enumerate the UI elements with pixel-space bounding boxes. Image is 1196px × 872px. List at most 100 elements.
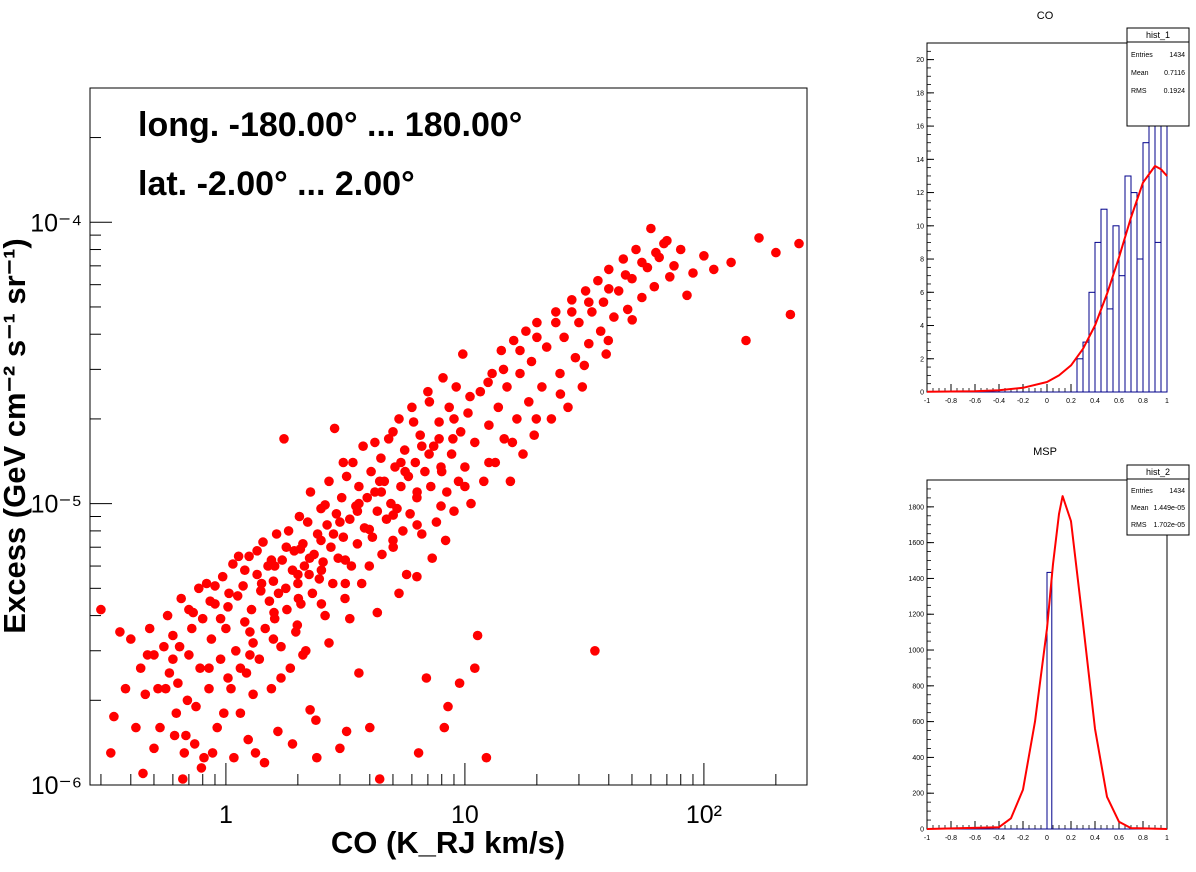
scatter-point <box>771 247 781 258</box>
scatter-point <box>601 349 611 359</box>
scatter-point <box>595 326 606 337</box>
scatter-point <box>201 578 212 589</box>
scatter-point <box>496 345 507 356</box>
x-axis-title: CO (K_RJ km/s) <box>331 825 565 860</box>
scatter-point <box>428 441 439 452</box>
y-tick-label: 800 <box>912 683 924 690</box>
co-stats-rms-value: 0.1924 <box>1164 88 1186 95</box>
scatter-point <box>613 286 624 296</box>
scatter-point <box>458 349 468 359</box>
scatter-point <box>442 487 452 497</box>
scatter-point <box>699 251 709 261</box>
y-tick-label: 6 <box>920 290 924 297</box>
x-tick-label: -0.4 <box>993 835 1005 842</box>
scatter-point <box>195 663 205 673</box>
x-tick-label: 0 <box>1045 398 1049 405</box>
x-tick-label: -0.6 <box>969 835 981 842</box>
scatter-point <box>662 235 672 246</box>
msp-histogram-title: MSP <box>1033 446 1057 458</box>
y-tick-label: 1600 <box>908 540 924 547</box>
scatter-point <box>217 571 228 582</box>
scatter-point <box>526 356 537 367</box>
scatter-point <box>505 476 516 487</box>
co-stats-entries-value: 1434 <box>1169 52 1185 59</box>
co-stats-box: hist_1 Entries 1434 Mean 0.7116 RMS 0.19… <box>1126 27 1190 127</box>
scatter-point <box>336 492 347 503</box>
scatter-point <box>264 596 275 606</box>
y-tick-label: 8 <box>920 257 924 264</box>
co-histogram-ticks: -1 -0.8 -0.6 -0.4 -0.2 0 0.2 0.4 0.6 0.8 102468101… <box>916 42 1169 405</box>
scatter-point <box>388 535 398 546</box>
scatter-point <box>210 581 220 591</box>
histogram-bin <box>1118 275 1126 393</box>
scatter-point <box>281 542 292 552</box>
scatter-point <box>481 752 492 763</box>
scatter-point <box>410 457 421 468</box>
co-histogram-title: CO <box>1037 10 1054 22</box>
scatter-point <box>238 581 248 591</box>
scatter-point <box>449 414 459 424</box>
scatter-point <box>268 576 279 586</box>
scatter-point <box>252 569 262 580</box>
scatter-point <box>377 549 387 560</box>
scatter-point <box>223 673 233 683</box>
scatter-point <box>374 476 385 487</box>
scatter-point <box>440 535 451 546</box>
y-tick-label: 0 <box>920 827 924 834</box>
scatter-point <box>622 304 633 315</box>
scatter-point <box>537 382 547 392</box>
scatter-point <box>460 481 470 492</box>
scatter-point <box>741 335 751 346</box>
msp-stats-frame <box>1126 464 1190 536</box>
scatter-point <box>181 730 191 741</box>
co-stats-mean-label: Mean <box>1131 70 1149 77</box>
co-stats-entries-label: Entries <box>1131 52 1153 59</box>
scatter-point <box>228 559 238 569</box>
scatter-point <box>484 420 494 431</box>
scatter-point <box>204 663 214 673</box>
scatter-point <box>649 281 660 292</box>
scatter-point <box>248 689 258 700</box>
x-tick-label: 0.6 <box>1114 398 1124 405</box>
scatter-point <box>219 708 229 718</box>
scatter-point <box>345 514 355 524</box>
msp-stats-name: hist_2 <box>1146 467 1170 477</box>
histogram-bin <box>1124 175 1132 393</box>
y-tick-label: 0 <box>920 390 924 397</box>
scatter-point <box>115 627 125 637</box>
scatter-point <box>279 434 289 444</box>
histogram-bin <box>1136 258 1144 393</box>
scatter-point <box>299 561 310 571</box>
scatter-point <box>169 730 180 741</box>
scatter-point <box>367 532 378 542</box>
scatter-point <box>590 646 600 656</box>
scatter-point <box>559 332 569 343</box>
scatter-point <box>580 286 591 296</box>
msp-histogram-panel: MSP -1 -0.8 -0.6 -0.4 -0.2 0 0.2 0.4 0.6 0.8 1 0 200… <box>908 446 1190 842</box>
scatter-point <box>451 382 462 392</box>
scatter-point <box>584 338 594 349</box>
scatter-point <box>551 317 561 328</box>
scatter-point <box>142 650 153 660</box>
scatter-point <box>365 722 375 733</box>
scatter-point <box>688 268 698 278</box>
msp-histogram-ticks: -1 -0.8 -0.6 -0.4 -0.2 0 0.2 0.4 0.6 0.8 1 0 200 400 6… <box>908 479 1169 842</box>
scatter-point <box>231 646 241 656</box>
co-stats-mean-value: 0.7116 <box>1164 70 1185 77</box>
scatter-point <box>541 342 552 352</box>
scatter-point <box>224 588 234 599</box>
scatter-point <box>529 430 539 441</box>
scatter-point <box>531 414 542 424</box>
scatter-point <box>328 529 339 539</box>
msp-stats-mean-value: 1.449e-05 <box>1153 505 1185 512</box>
scatter-point <box>204 683 214 694</box>
x-tick-label: 0.8 <box>1138 835 1148 842</box>
scatter-point <box>455 427 466 437</box>
scatter-point <box>396 457 406 468</box>
scatter-point <box>138 768 148 779</box>
scatter-point <box>631 244 641 255</box>
msp-stats-rms-value: 1.702e-05 <box>1153 522 1185 529</box>
scatter-point <box>206 634 217 644</box>
scatter-point <box>620 270 631 280</box>
scatter-point <box>567 295 577 305</box>
